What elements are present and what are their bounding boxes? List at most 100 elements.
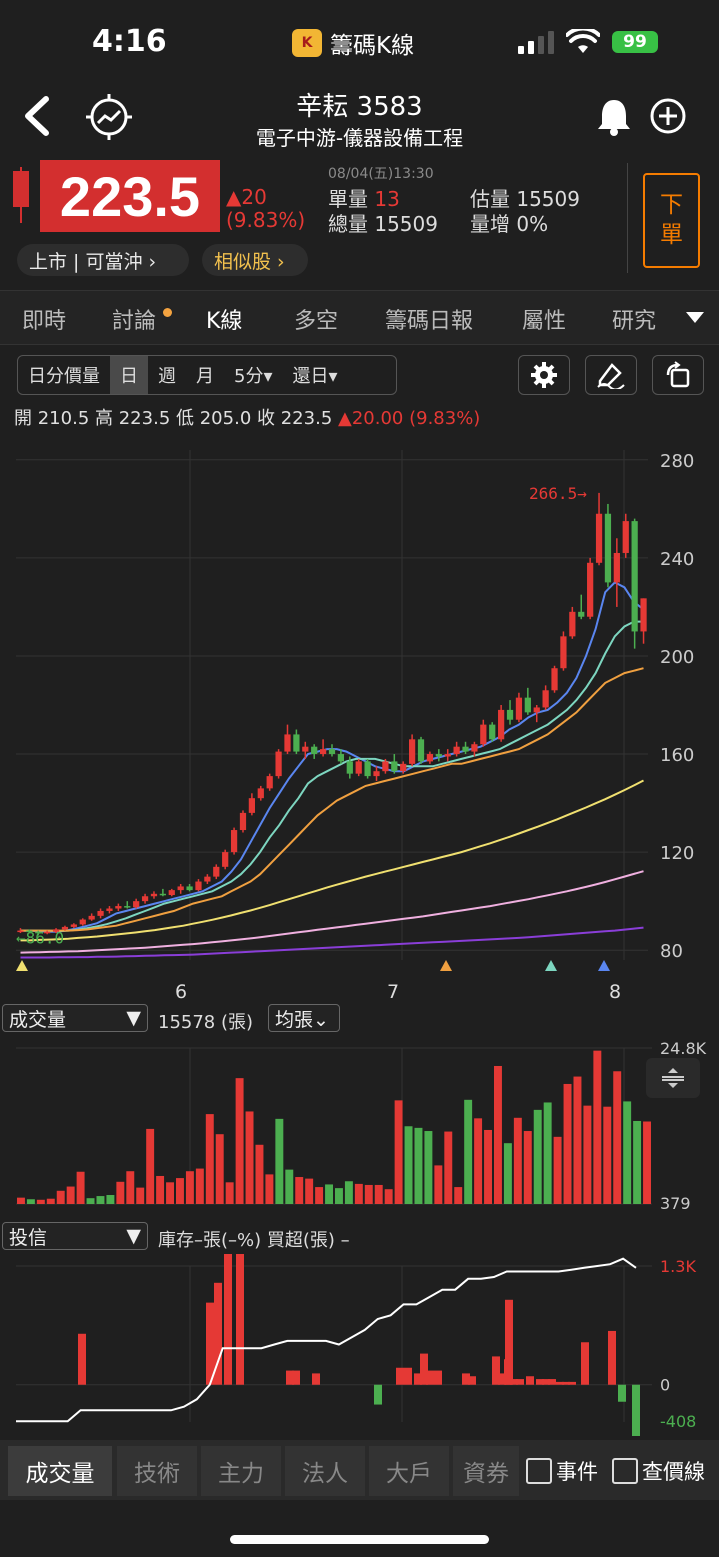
home-indicator[interactable] (230, 1535, 489, 1544)
dropdown-triangle-icon: ▼ (126, 1007, 141, 1029)
candle (319, 739, 327, 757)
volume-bar (305, 1178, 314, 1204)
volume-bar (176, 1178, 184, 1204)
btab-technical[interactable]: 技術 (117, 1446, 197, 1496)
trust-bar (420, 1353, 428, 1385)
tab-long-short[interactable]: 多空 (294, 309, 339, 334)
period-5min[interactable]: 5分▾ (234, 366, 273, 387)
candle (168, 888, 175, 897)
btab-institutional[interactable]: 法人 (285, 1446, 365, 1496)
period-weekly[interactable]: 週 (158, 366, 176, 387)
candle-body (453, 746, 460, 755)
volume-bar (235, 1078, 244, 1204)
price-line-checkbox[interactable]: 查價線 (612, 1456, 705, 1486)
indicator-select-volume[interactable]: 成交量 ▼ (2, 1004, 148, 1032)
estimated-volume-label: 估量 (470, 187, 510, 211)
candle-body (195, 881, 202, 891)
candle-body (204, 876, 211, 882)
volume-bar (86, 1198, 95, 1204)
volume-chart[interactable]: 24.8K 379 (0, 1036, 719, 1216)
candle (506, 700, 514, 725)
candle-body (257, 788, 264, 799)
similar-stocks-pill[interactable]: 相似股 › (202, 244, 308, 276)
candle (133, 898, 140, 909)
draw-button[interactable] (585, 355, 637, 395)
tabs-dropdown-icon[interactable] (684, 309, 706, 325)
tab-discussion[interactable]: 討論 (112, 309, 157, 334)
trust-bar (468, 1376, 476, 1385)
checkbox-square-icon (612, 1458, 638, 1484)
candle (186, 883, 193, 892)
period-monthly[interactable]: 月 (196, 366, 214, 387)
candle (444, 749, 451, 762)
trust-chart[interactable]: 1.3K 0 -408 (0, 1254, 719, 1436)
trust-bar (516, 1379, 524, 1385)
tab-realtime[interactable]: 即時 (22, 309, 67, 334)
candle-body (44, 931, 51, 934)
candle-body (595, 513, 603, 563)
tab-chip-daily[interactable]: 籌碼日報 (385, 309, 474, 334)
tab-research[interactable]: 研究 (612, 309, 657, 334)
volume-bar (146, 1128, 155, 1204)
btab-volume[interactable]: 成交量 (8, 1446, 112, 1496)
candle (364, 758, 371, 779)
candle-body (88, 915, 95, 920)
period-intraday[interactable]: 日分價量 (28, 366, 100, 387)
estimated-volume-value: 15509 (516, 187, 580, 211)
volume-bar (533, 1109, 542, 1204)
candle-body (578, 611, 585, 617)
candlestick-chart[interactable]: 280 240 200 160 120 80 6 7 8 266.5→ ←86.0 (0, 440, 719, 1005)
adjust-selector[interactable]: 還日▾ (292, 366, 338, 387)
volume-bar (185, 1171, 194, 1204)
volume-bar (126, 1171, 135, 1204)
status-bar: 4:16 K 籌碼K線 99 (0, 0, 719, 80)
btab-margin[interactable]: 資券 (453, 1446, 519, 1496)
ma-line (20, 870, 644, 954)
volume-bar (205, 1114, 214, 1204)
btab-major[interactable]: 主力 (201, 1446, 281, 1496)
trend-target-icon[interactable] (84, 92, 134, 142)
trust-selector-label: 投信 (9, 1226, 48, 1249)
candle (52, 928, 60, 934)
settings-button[interactable] (518, 355, 570, 395)
add-icon[interactable] (648, 96, 688, 136)
stock-name: 辛耘 3583 (296, 92, 423, 122)
candle-body (266, 776, 273, 789)
bell-icon[interactable] (594, 96, 634, 136)
app-indicator: K 籌碼K線 (292, 26, 414, 60)
y-tick-label: 120 (660, 843, 694, 864)
candle-body (26, 930, 33, 933)
volume-bar (543, 1102, 552, 1204)
candle (613, 538, 620, 607)
order-button[interactable]: 下 單 (643, 173, 700, 268)
panel-resize-handle[interactable] (646, 1058, 700, 1098)
candle (328, 744, 336, 757)
indicator-select-trust[interactable]: 投信 ▼ (2, 1222, 148, 1250)
tab-kline[interactable]: K線 (206, 309, 243, 334)
y-tick-label: 280 (660, 451, 694, 472)
back-icon[interactable] (22, 95, 52, 137)
rotate-button[interactable] (652, 355, 704, 395)
y-tick-label: 80 (660, 941, 683, 962)
low-label: 低 (176, 408, 194, 429)
btab-big-holders[interactable]: 大戶 (369, 1446, 449, 1496)
market-status-pill[interactable]: 上市 | 可當沖 › (17, 244, 189, 276)
trust-bar (536, 1379, 544, 1385)
volume-mode-select[interactable]: 均張⌄ (268, 1004, 340, 1032)
close-value: 223.5 (280, 408, 333, 429)
trust-bar (556, 1381, 564, 1385)
candle (159, 888, 166, 897)
main-tabs: 即時 討論 K線 多空 籌碼日報 屬性 研究 (0, 290, 719, 345)
candle (408, 734, 416, 767)
tab-attributes[interactable]: 屬性 (522, 309, 567, 334)
period-daily[interactable]: 日 (110, 356, 148, 394)
trust-max-label: 1.3K (660, 1257, 696, 1276)
trust-bar (404, 1367, 412, 1385)
volume-bar (553, 1136, 562, 1204)
volume-bar (76, 1171, 85, 1204)
trust-bar (292, 1370, 300, 1385)
x-tick-label: 6 (175, 981, 187, 1003)
volume-bar (593, 1050, 602, 1204)
candle-body (17, 930, 24, 933)
event-checkbox[interactable]: 事件 (526, 1456, 598, 1486)
